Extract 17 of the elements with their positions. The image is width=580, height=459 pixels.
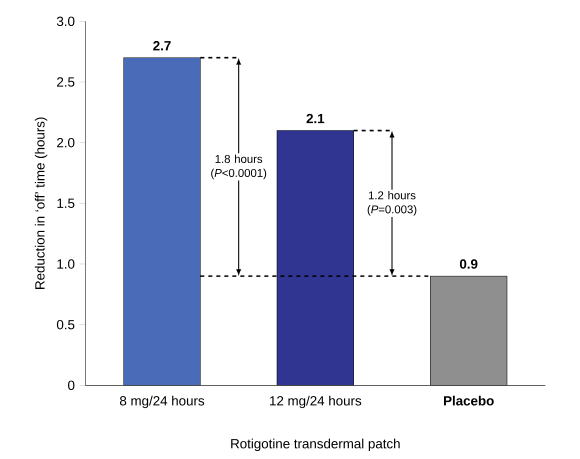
y-tick-label: 1.0 [57,259,74,269]
y-axis-title: Reduction in ‘off’ time (hours) [34,118,48,290]
annotation: 1.8 hours (P<0.0001) [211,154,266,180]
x-tick-label: 8 mg/24 hours [120,396,204,408]
y-tick-label: 2.5 [57,77,74,87]
y-tick-label: 3.0 [56,16,74,26]
data-label: 2.1 [306,114,324,124]
annotation: 1.2 hours (P=0.003) [368,191,416,216]
y-tick-label: 2.0 [57,138,74,148]
data-label: 2.7 [153,41,171,51]
y-tick-label: 0 [68,380,74,390]
x-tick-label: 12 mg/24 hours [270,396,362,408]
y-tick-label: 0.5 [56,320,74,330]
y-tick-label: 1.5 [57,198,74,208]
x-axis-title: Rotigotine transdermal patch [231,438,400,452]
data-label: 0.9 [460,259,478,269]
x-tick-label: Placebo [444,396,494,406]
